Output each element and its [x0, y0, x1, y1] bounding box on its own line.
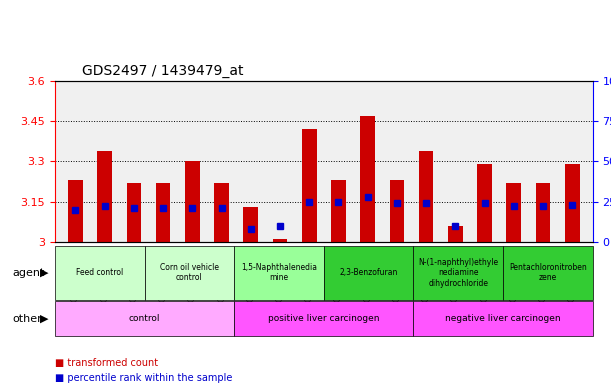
- Text: Corn oil vehicle
control: Corn oil vehicle control: [160, 263, 219, 282]
- FancyBboxPatch shape: [55, 246, 145, 300]
- FancyBboxPatch shape: [234, 301, 414, 336]
- Bar: [302, 129, 316, 242]
- FancyBboxPatch shape: [324, 246, 414, 300]
- Text: other: other: [12, 314, 42, 324]
- Bar: [243, 207, 258, 242]
- Bar: [390, 180, 404, 242]
- Bar: [448, 226, 463, 242]
- Text: Pentachloronitroben
zene: Pentachloronitroben zene: [509, 263, 587, 282]
- Text: ■ transformed count: ■ transformed count: [55, 358, 158, 368]
- FancyBboxPatch shape: [145, 246, 234, 300]
- Bar: [477, 164, 492, 242]
- Text: agent: agent: [12, 268, 45, 278]
- Text: control: control: [129, 314, 160, 323]
- FancyBboxPatch shape: [503, 246, 593, 300]
- Text: ■ percentile rank within the sample: ■ percentile rank within the sample: [55, 373, 232, 383]
- Text: N-(1-naphthyl)ethyle
nediamine
dihydrochloride: N-(1-naphthyl)ethyle nediamine dihydroch…: [418, 258, 499, 288]
- Bar: [419, 151, 433, 242]
- Text: GDS2497 / 1439479_at: GDS2497 / 1439479_at: [82, 64, 243, 78]
- Bar: [273, 239, 287, 242]
- Text: ▶: ▶: [40, 268, 48, 278]
- FancyBboxPatch shape: [414, 301, 593, 336]
- Text: positive liver carcinogen: positive liver carcinogen: [268, 314, 379, 323]
- Bar: [214, 183, 229, 242]
- Bar: [156, 183, 170, 242]
- Bar: [360, 116, 375, 242]
- Text: 2,3-Benzofuran: 2,3-Benzofuran: [340, 268, 398, 277]
- Bar: [185, 161, 200, 242]
- Bar: [507, 183, 521, 242]
- Bar: [126, 183, 141, 242]
- Bar: [97, 151, 112, 242]
- Bar: [331, 180, 346, 242]
- FancyBboxPatch shape: [234, 246, 324, 300]
- Text: 1,5-Naphthalenedia
mine: 1,5-Naphthalenedia mine: [241, 263, 317, 282]
- FancyBboxPatch shape: [55, 301, 234, 336]
- Text: ▶: ▶: [40, 314, 48, 324]
- FancyBboxPatch shape: [414, 246, 503, 300]
- Text: negative liver carcinogen: negative liver carcinogen: [445, 314, 561, 323]
- Bar: [536, 183, 551, 242]
- Bar: [565, 164, 579, 242]
- Text: Feed control: Feed control: [76, 268, 123, 277]
- Bar: [68, 180, 82, 242]
